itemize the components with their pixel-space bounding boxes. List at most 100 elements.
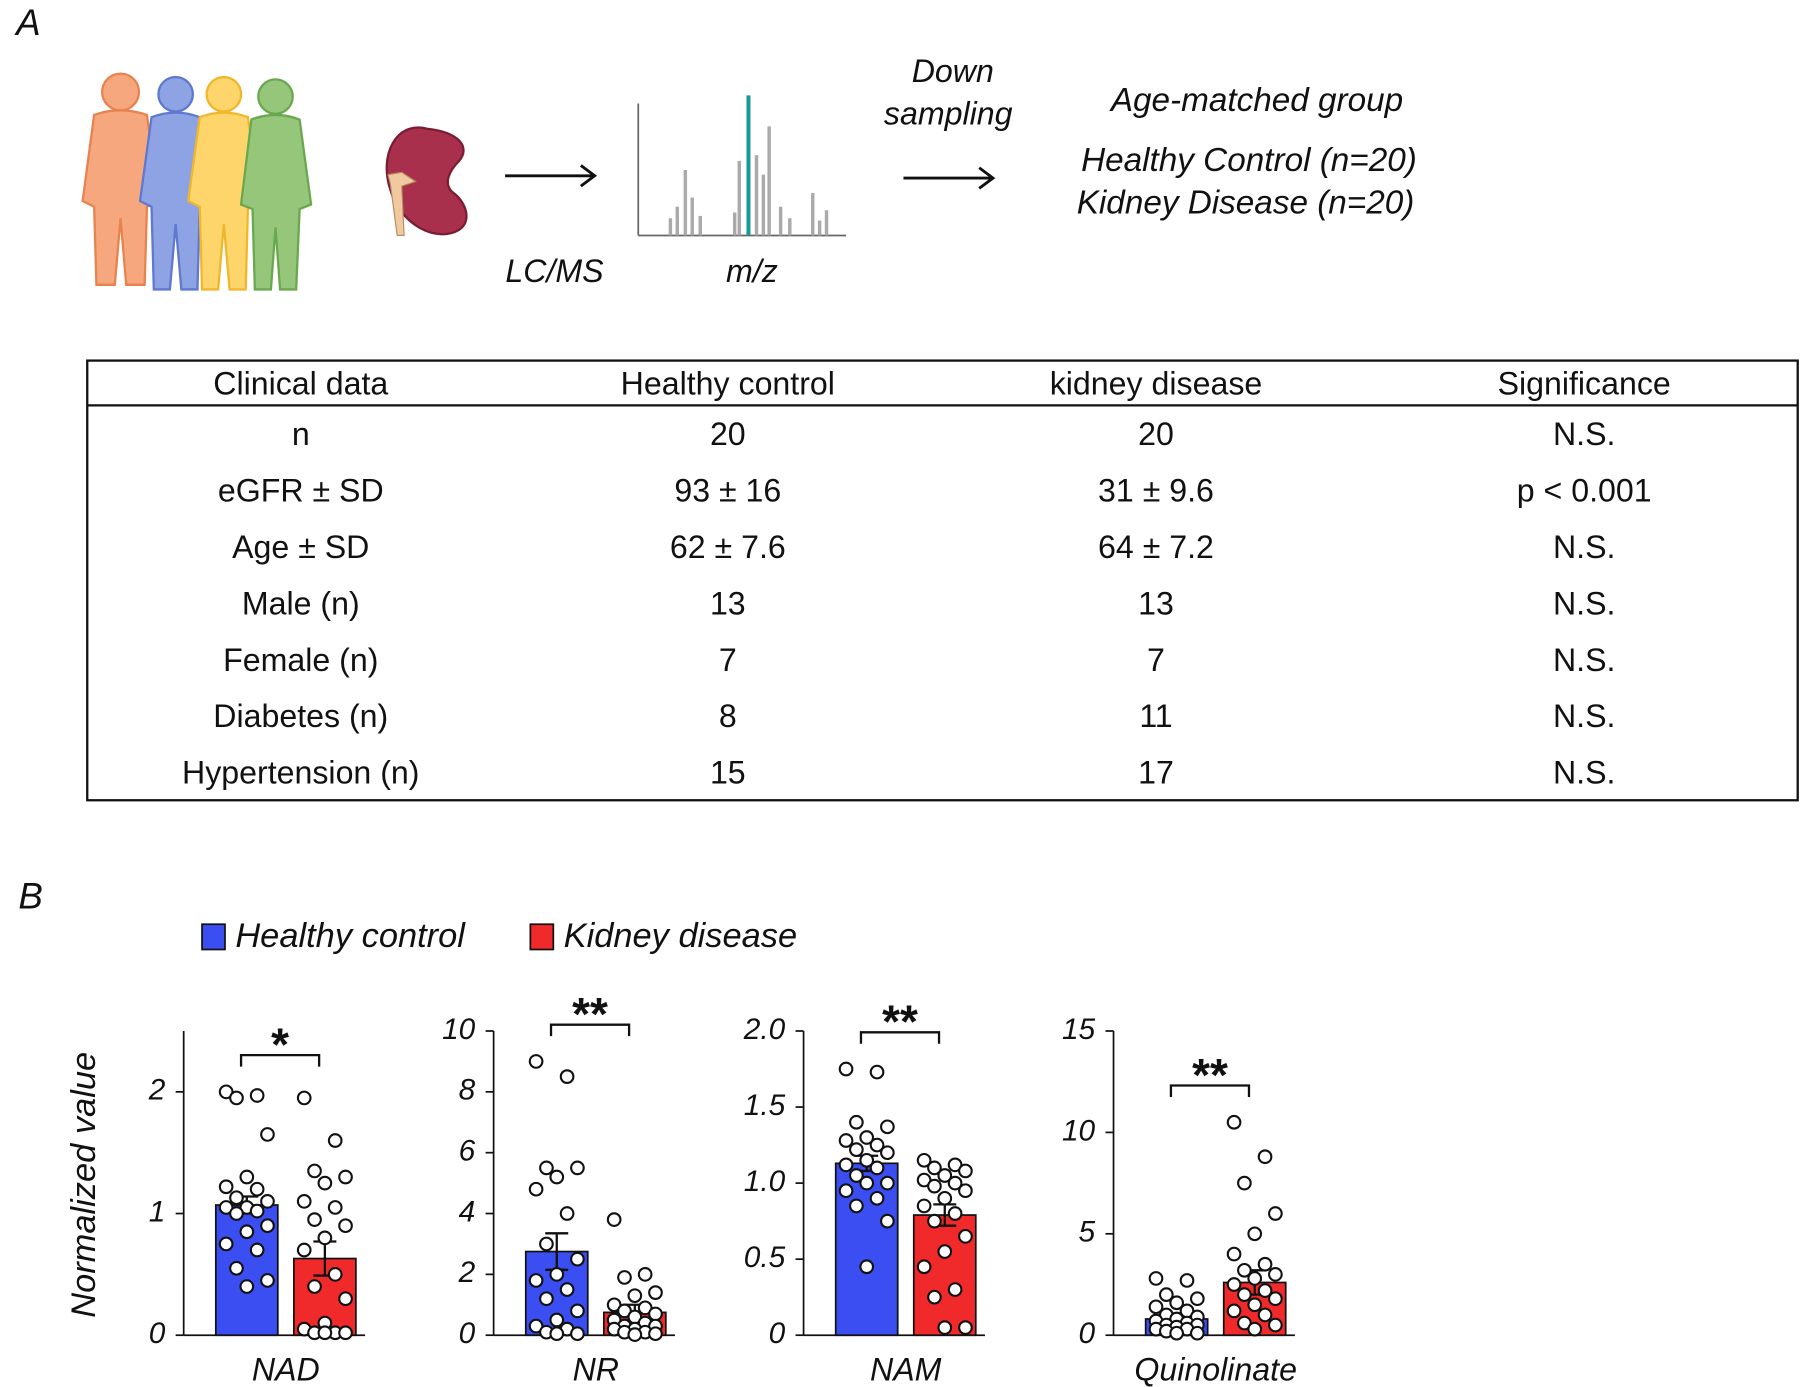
arrows: [505, 164, 996, 190]
step-label: Down: [912, 53, 994, 89]
table: Clinical data Healthy control kidney disea…: [182, 365, 1671, 790]
data-point: [260, 1218, 275, 1234]
table-cell: n: [292, 416, 310, 452]
data-point: [849, 1198, 864, 1214]
group-title: Age-matched group: [1109, 82, 1403, 119]
table-cell: 13: [710, 585, 746, 621]
table-header: kidney disease: [1050, 365, 1263, 401]
data-point: [648, 1306, 663, 1322]
data-point: [317, 1230, 333, 1246]
data-point: [338, 1291, 353, 1307]
data-point: [327, 1267, 343, 1282]
panel-label: B: [18, 876, 43, 917]
significance-bracket: [549, 1023, 631, 1037]
y-tick-label: 2: [458, 1256, 476, 1289]
data-point: [947, 1282, 963, 1297]
y-tick-label: 5: [1079, 1216, 1096, 1249]
data-point: [927, 1213, 942, 1229]
data-point: [218, 1236, 234, 1252]
table-cell: 31 ± 9.6: [1098, 472, 1214, 508]
data-point: [239, 1224, 255, 1240]
data-point: [327, 1200, 343, 1215]
data-point: [937, 1320, 953, 1335]
data-point: [549, 1312, 565, 1328]
table-cell: 20: [1138, 416, 1174, 452]
data-point: [249, 1203, 265, 1219]
data-point: [937, 1244, 953, 1259]
data-point: [307, 1163, 322, 1179]
y-axis-label: Normalized value: [65, 1052, 103, 1318]
data-point: [1189, 1325, 1205, 1341]
data-point: [1247, 1226, 1263, 1242]
data-point: [528, 1181, 544, 1197]
y-tick-label: 2: [148, 1074, 166, 1107]
table-cell: Male (n): [242, 585, 360, 621]
table-cell: N.S.: [1553, 529, 1615, 565]
data-point: [1247, 1271, 1263, 1286]
table-cell: Hypertension (n): [182, 755, 419, 791]
table-cell: N.S.: [1553, 585, 1615, 621]
data-point: [229, 1090, 244, 1106]
data-point: [338, 1325, 353, 1341]
data-point: [528, 1273, 544, 1288]
table-cell: 64 ± 7.2: [1098, 529, 1214, 565]
data-point: [927, 1160, 942, 1176]
table-cell: Diabetes (n): [213, 698, 388, 734]
data-point: [859, 1175, 875, 1191]
significance-bracket: [859, 1031, 941, 1044]
y-tick-label: 1.0: [744, 1165, 786, 1198]
data-point: [958, 1228, 973, 1244]
data-point: [549, 1267, 565, 1282]
y-tick-label: 1.5: [744, 1089, 786, 1122]
legend-label: Kidney disease: [564, 917, 797, 955]
data-point: [627, 1288, 643, 1304]
group-label: Healthy Control (n=20): [1081, 142, 1417, 179]
data-point: [549, 1326, 565, 1342]
data-point: [869, 1160, 885, 1176]
table-cell: 8: [719, 698, 737, 734]
data-point: [1247, 1297, 1263, 1313]
x-tick-label: NR: [573, 1351, 619, 1387]
data-point: [927, 1289, 942, 1305]
data-point: [1247, 1321, 1263, 1337]
data-point: [637, 1267, 653, 1282]
table-cell: 20: [710, 416, 746, 452]
y-tick-label: 0: [769, 1317, 786, 1350]
data-point: [1237, 1287, 1252, 1302]
data-point: [260, 1127, 275, 1142]
y-tick-label: 0: [149, 1317, 166, 1350]
data-point: [1257, 1307, 1273, 1323]
data-point: [327, 1133, 343, 1148]
data-point: [1268, 1291, 1283, 1307]
step-label: sampling: [884, 96, 1013, 132]
data-point: [1226, 1303, 1242, 1319]
data-point: [916, 1259, 932, 1275]
significance-bracket: [1169, 1084, 1251, 1098]
data-point: [947, 1175, 963, 1191]
data-point: [296, 1194, 312, 1209]
table-cell: Female (n): [223, 642, 378, 678]
data-point: [1257, 1149, 1273, 1165]
data-point: [869, 1137, 885, 1153]
data-point: [1148, 1271, 1164, 1286]
y-tick-label: 0.5: [744, 1241, 786, 1274]
data-point: [570, 1251, 585, 1267]
y-tick-label: 15: [1062, 1013, 1096, 1046]
data-point: [859, 1259, 875, 1275]
data-point: [880, 1119, 895, 1135]
legend-swatch: [529, 923, 555, 951]
data-point: [937, 1168, 953, 1183]
data-point: [838, 1133, 854, 1148]
table-cell: 62 ± 7.6: [670, 529, 786, 565]
data-point: [880, 1145, 895, 1161]
data-point: [1169, 1325, 1185, 1341]
y-tick-label: 1: [149, 1195, 166, 1228]
legend-swatch: [201, 923, 226, 951]
data-point: [869, 1064, 885, 1080]
x-tick-label: NAM: [870, 1351, 942, 1387]
data-point: [1237, 1175, 1252, 1191]
data-point: [849, 1168, 864, 1183]
table-cell: 11: [1139, 698, 1172, 734]
data-point: [648, 1326, 663, 1342]
data-point: [229, 1190, 244, 1206]
